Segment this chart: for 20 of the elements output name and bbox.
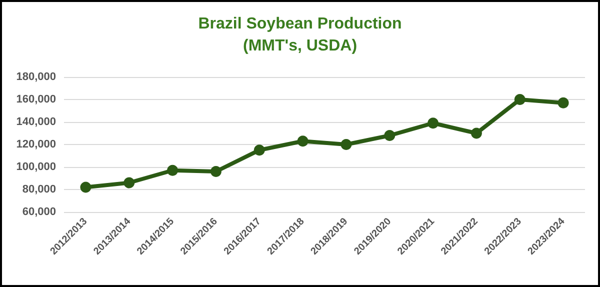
point (340, 139, 352, 150)
y-tick-label: 80,000 (22, 184, 56, 196)
point (297, 136, 308, 147)
point (558, 97, 569, 108)
point (254, 144, 265, 156)
point (514, 94, 526, 105)
chart-title: Brazil Soybean Production (MMT's, USDA) (198, 16, 402, 54)
y-tick-label: 180,000 (16, 71, 56, 83)
point (470, 128, 482, 139)
point (210, 166, 222, 177)
point (428, 118, 439, 129)
y-tick-label: 100,000 (16, 161, 56, 173)
point (124, 177, 135, 188)
y-tick-label: 160,000 (16, 94, 56, 106)
point (80, 182, 92, 193)
point (167, 164, 178, 176)
y-tick-label: 140,000 (16, 116, 56, 128)
y-tick-label: 60,000 (22, 206, 56, 218)
y-tick-label: 120,000 (16, 138, 56, 150)
point (384, 130, 396, 141)
